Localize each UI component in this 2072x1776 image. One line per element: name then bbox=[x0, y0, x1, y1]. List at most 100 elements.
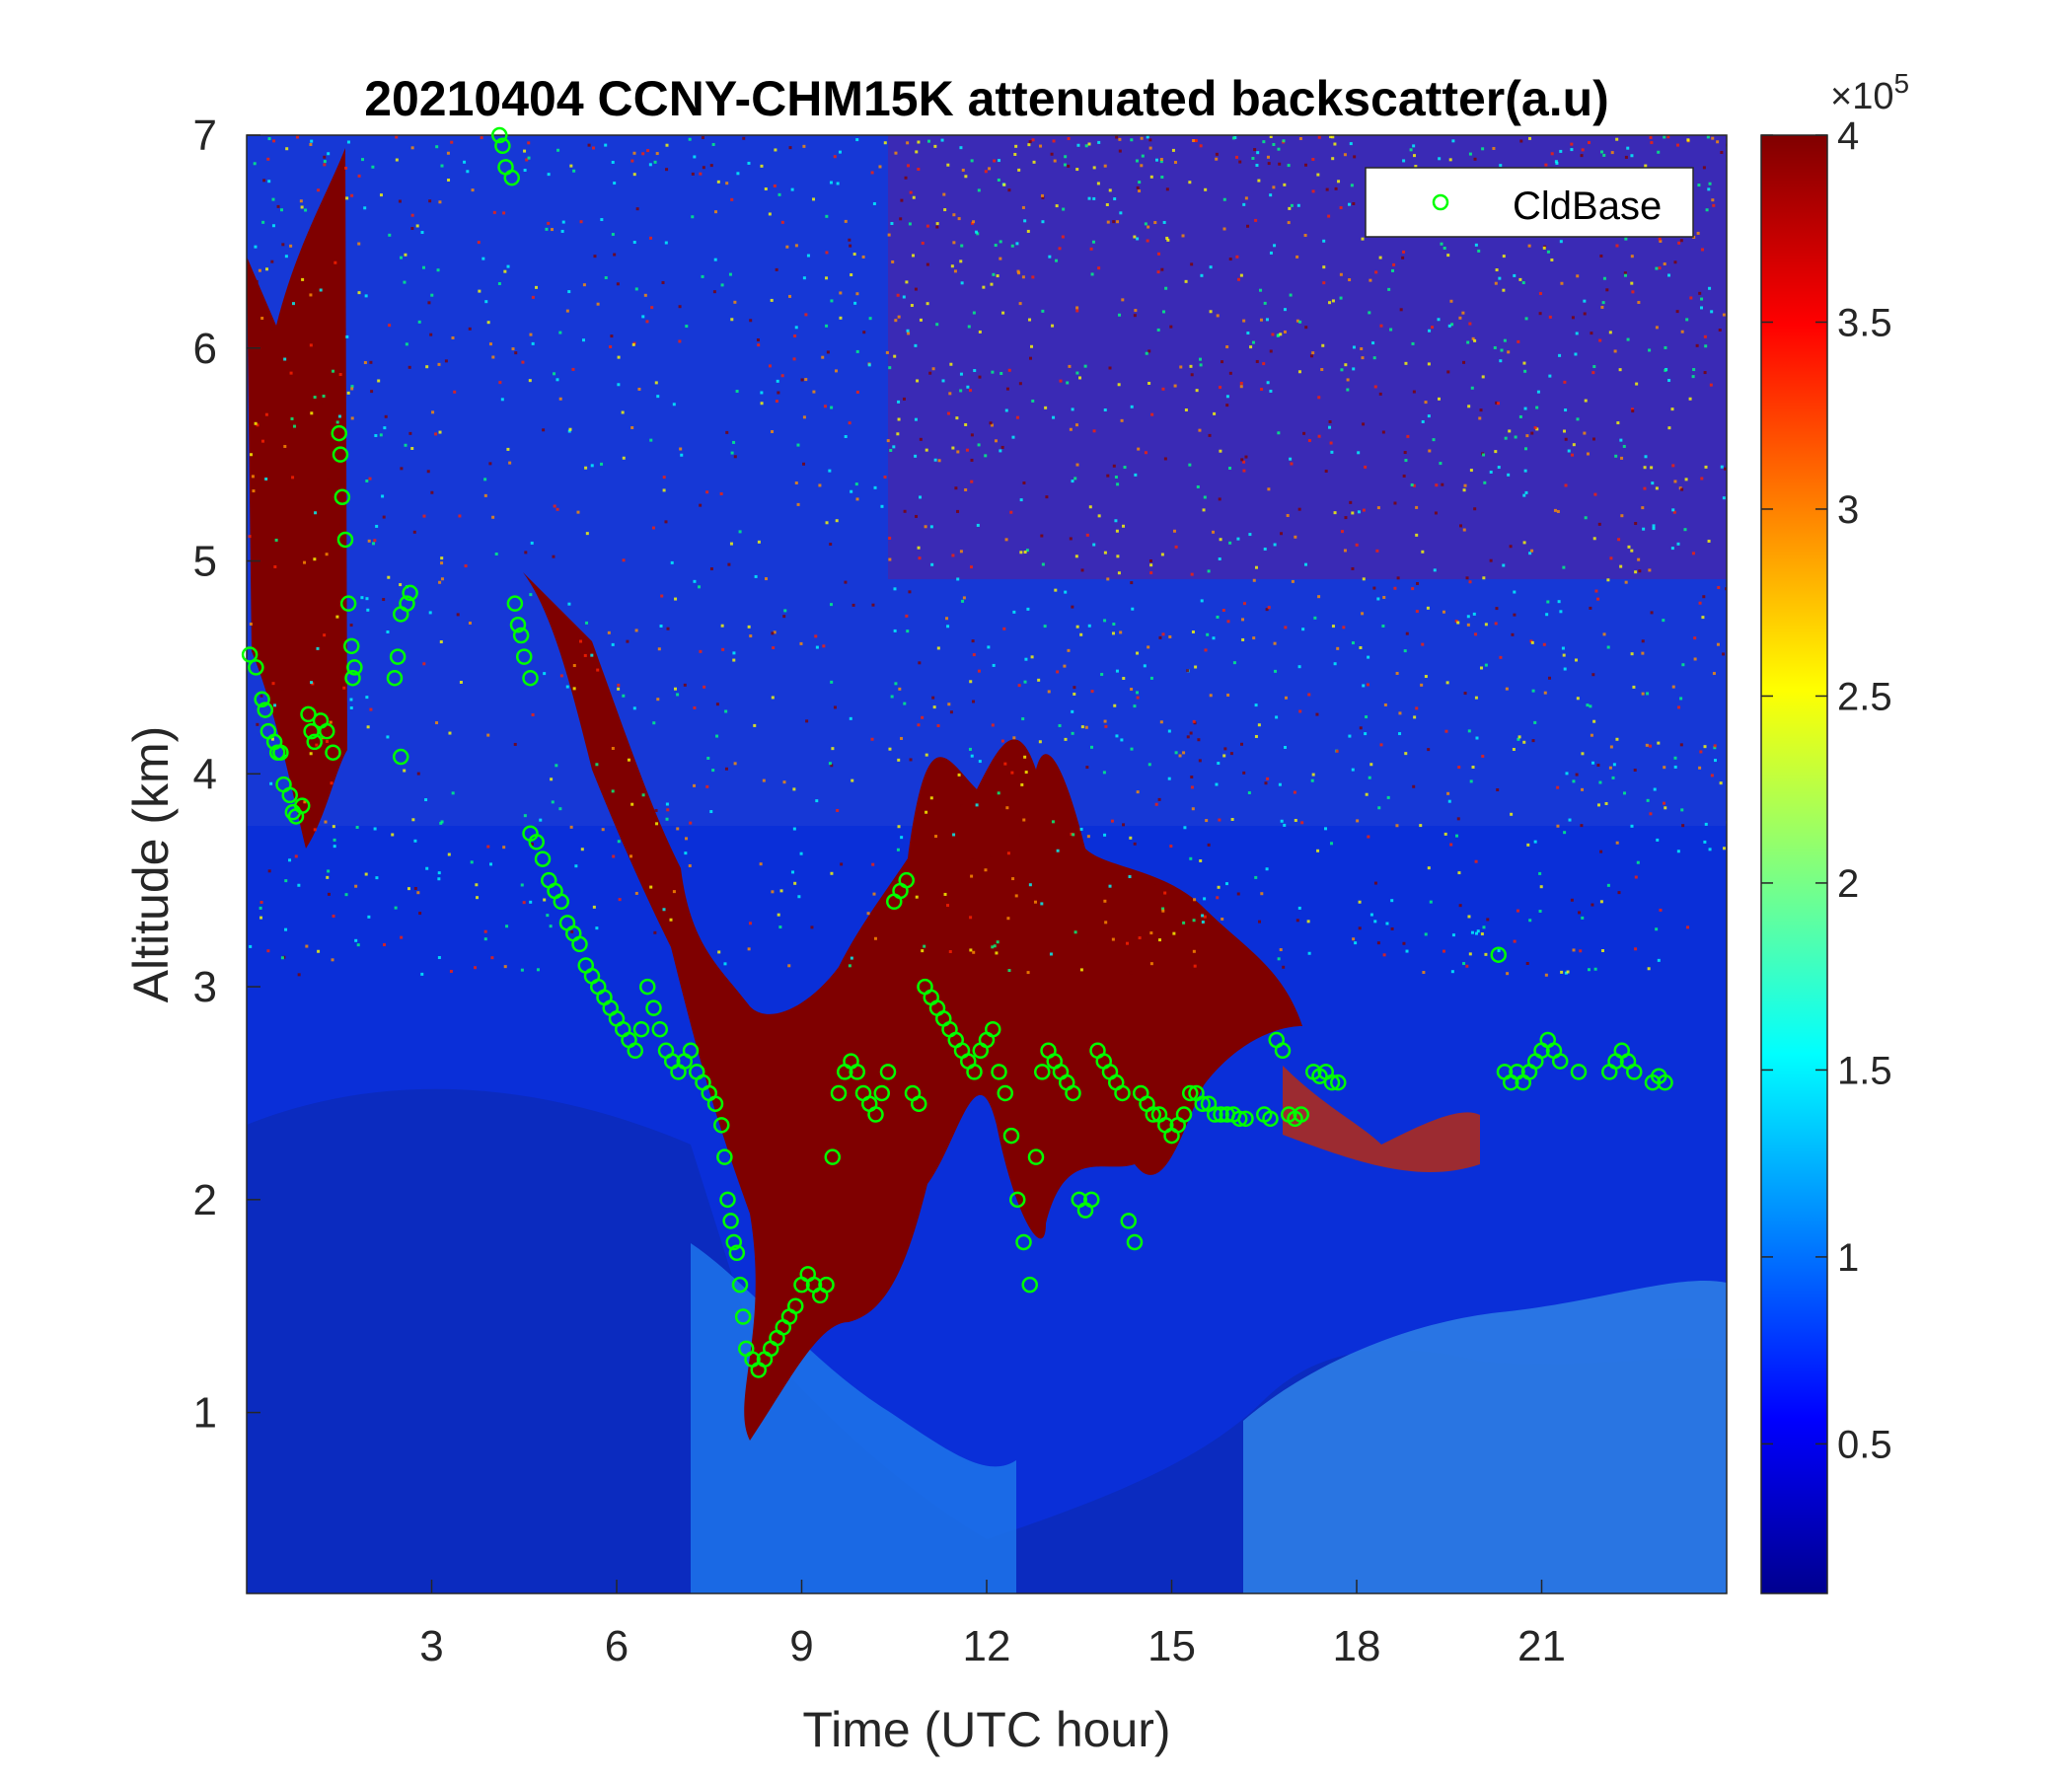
heatmap-speckle-cell bbox=[1513, 613, 1517, 617]
heatmap-speckle-cell bbox=[777, 192, 781, 196]
heatmap-speckle-cell bbox=[1040, 193, 1044, 197]
heatmap-speckle-cell bbox=[520, 968, 524, 972]
heatmap-speckle-cell bbox=[567, 429, 571, 433]
heatmap-speckle-cell bbox=[1513, 590, 1517, 594]
heatmap-speckle-cell bbox=[1440, 242, 1443, 246]
heatmap-speckle-cell bbox=[1419, 824, 1423, 828]
heatmap-speckle-cell bbox=[1708, 286, 1712, 290]
heatmap-speckle-cell bbox=[1307, 438, 1311, 442]
heatmap-speckle-cell bbox=[1248, 533, 1252, 537]
cldbase-point bbox=[1237, 1110, 1254, 1128]
heatmap-speckle-cell bbox=[1506, 972, 1510, 976]
heatmap-speckle-cell bbox=[309, 343, 313, 347]
heatmap-speckle-cell bbox=[1413, 154, 1417, 158]
heatmap-speckle-cell bbox=[749, 634, 753, 638]
heatmap-speckle-cell bbox=[581, 338, 585, 342]
heatmap-speckle-cell bbox=[1707, 539, 1711, 543]
heatmap-speckle-cell bbox=[1287, 221, 1291, 225]
heatmap-speckle-cell bbox=[1242, 460, 1246, 464]
heatmap-speckle-cell bbox=[1570, 148, 1574, 152]
heatmap-speckle-cell bbox=[425, 365, 429, 369]
heatmap-speckle-cell bbox=[1154, 802, 1158, 806]
heatmap-speckle-cell bbox=[438, 580, 442, 584]
heatmap-speckle-cell bbox=[1293, 790, 1296, 794]
heatmap-speckle-cell bbox=[1652, 527, 1656, 531]
heatmap-speckle-cell bbox=[1189, 856, 1193, 860]
heatmap-speckle-cell bbox=[977, 188, 981, 192]
heatmap-speckle-cell bbox=[1719, 781, 1723, 785]
heatmap-speckle-cell bbox=[1600, 305, 1604, 309]
heatmap-speckle-cell bbox=[825, 251, 829, 255]
heatmap-speckle-cell bbox=[383, 943, 387, 947]
heatmap-speckle-cell bbox=[1673, 756, 1677, 760]
heatmap-speckle-cell bbox=[1290, 462, 1294, 466]
heatmap-speckle-cell bbox=[1037, 678, 1041, 682]
heatmap-speckle-cell bbox=[1502, 288, 1506, 292]
heatmap-speckle-cell bbox=[1200, 273, 1204, 277]
heatmap-speckle-cell bbox=[1073, 477, 1077, 481]
heatmap-speckle-cell bbox=[908, 222, 912, 226]
heatmap-speckle-cell bbox=[350, 193, 354, 197]
heatmap-speckle-cell bbox=[1415, 706, 1419, 710]
heatmap-speckle-cell bbox=[1442, 949, 1445, 953]
heatmap-speckle-cell bbox=[468, 622, 472, 626]
heatmap-speckle-cell bbox=[1169, 845, 1173, 849]
heatmap-speckle-cell bbox=[1352, 345, 1356, 349]
heatmap-speckle-cell bbox=[491, 515, 495, 519]
heatmap-speckle-cell bbox=[1219, 449, 1222, 453]
heatmap-speckle-cell bbox=[1339, 272, 1343, 276]
heatmap-speckle-cell bbox=[1017, 271, 1021, 275]
heatmap-speckle-cell bbox=[1563, 831, 1567, 835]
heatmap-speckle-cell bbox=[943, 208, 947, 212]
heatmap-speckle-cell bbox=[1079, 968, 1083, 972]
heatmap-speckle-cell bbox=[1297, 906, 1301, 910]
heatmap-speckle-cell bbox=[535, 285, 539, 289]
heatmap-speckle-cell bbox=[477, 241, 481, 245]
heatmap-speckle-cell bbox=[1051, 820, 1055, 824]
heatmap-speckle-cell bbox=[1415, 533, 1419, 537]
heatmap-speckle-cell bbox=[975, 803, 979, 807]
heatmap-speckle-cell bbox=[369, 707, 373, 711]
heatmap-speckle-cell bbox=[1634, 875, 1638, 879]
heatmap-speckle-cell bbox=[830, 299, 834, 303]
heatmap-speckle-cell bbox=[805, 719, 809, 723]
heatmap-speckle-cell bbox=[626, 639, 629, 643]
heatmap-speckle-cell bbox=[1371, 341, 1375, 345]
heatmap-speckle-cell bbox=[1343, 153, 1347, 157]
heatmap-speckle-cell bbox=[1589, 606, 1592, 610]
heatmap-speckle-cell bbox=[1192, 719, 1196, 723]
heatmap-speckle-cell bbox=[679, 447, 683, 451]
heatmap-speckle-cell bbox=[650, 306, 654, 310]
heatmap-speckle-cell bbox=[771, 696, 775, 700]
heatmap-speckle-cell bbox=[815, 645, 819, 649]
heatmap-speckle-cell bbox=[634, 287, 638, 291]
heatmap-speckle-cell bbox=[997, 791, 1000, 795]
heatmap-speckle-cell bbox=[788, 146, 792, 150]
heatmap-speckle-cell bbox=[1395, 671, 1399, 675]
heatmap-speckle-cell bbox=[1496, 788, 1500, 792]
heatmap-speckle-cell bbox=[503, 965, 507, 969]
heatmap-speckle-cell bbox=[336, 523, 340, 527]
heatmap-speckle-cell bbox=[1615, 137, 1619, 141]
heatmap-speckle-cell bbox=[295, 135, 299, 139]
heatmap-speckle-cell bbox=[1675, 143, 1679, 147]
heatmap-speckle-cell bbox=[1071, 480, 1074, 483]
y-tick-label: 2 bbox=[193, 1176, 217, 1224]
heatmap-speckle-cell bbox=[1562, 653, 1566, 657]
heatmap-speckle-cell bbox=[1339, 206, 1343, 210]
heatmap-speckle-cell bbox=[954, 486, 958, 490]
heatmap-speckle-cell bbox=[942, 192, 946, 196]
heatmap-speckle-cell bbox=[831, 747, 835, 751]
heatmap-speckle-cell bbox=[1351, 641, 1355, 645]
heatmap-speckle-cell bbox=[400, 935, 404, 939]
heatmap-speckle-cell bbox=[522, 901, 526, 905]
cldbase-point bbox=[306, 733, 323, 751]
heatmap-speckle-cell bbox=[912, 195, 916, 199]
heatmap-speckle-cell bbox=[1533, 720, 1537, 724]
heatmap-speckle-cell bbox=[760, 391, 764, 395]
heatmap-speckle-cell bbox=[936, 646, 940, 650]
heatmap-speckle-cell bbox=[1619, 564, 1623, 568]
heatmap-speckle-cell bbox=[802, 462, 806, 466]
heatmap-speckle-cell bbox=[1465, 576, 1469, 580]
heatmap-speckle-cell bbox=[1463, 692, 1467, 696]
